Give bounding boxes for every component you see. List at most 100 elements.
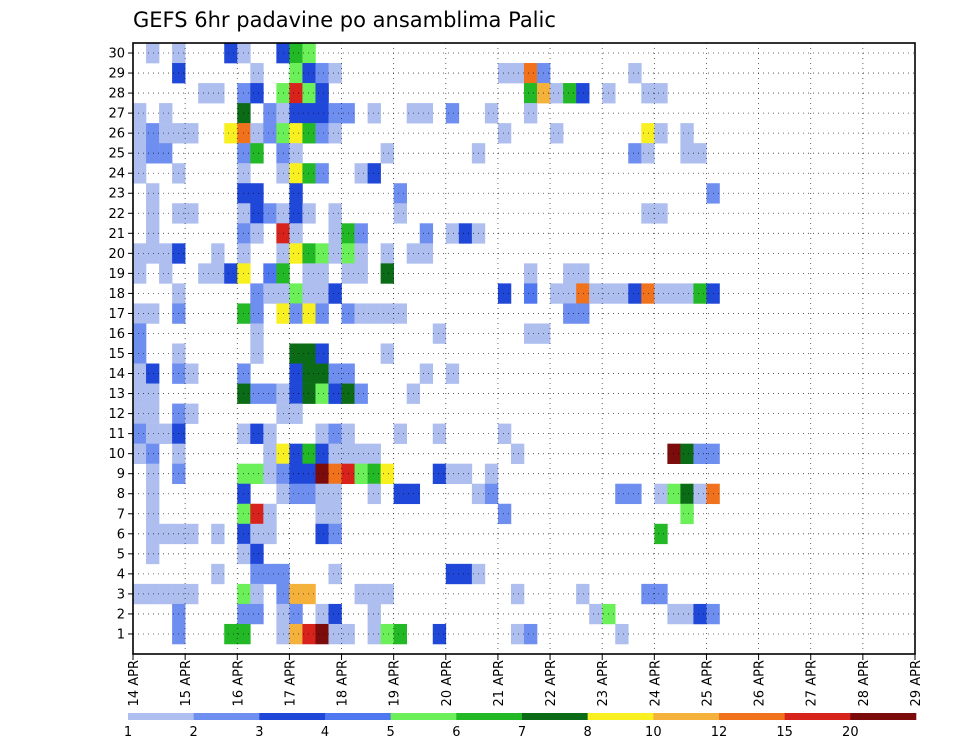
x-tick-label: 14 APR — [127, 660, 142, 706]
heatmap-cell — [250, 143, 264, 164]
heatmap-cell — [289, 103, 303, 124]
heatmap-cell — [159, 243, 173, 264]
heatmap-cell — [315, 163, 329, 184]
heatmap-cell — [354, 583, 368, 605]
heatmap-cell — [380, 143, 394, 164]
heatmap-cell — [367, 483, 381, 505]
heatmap-cell — [133, 383, 147, 404]
heatmap-cell — [250, 423, 264, 444]
y-tick-label: 2 — [117, 607, 125, 622]
heatmap-cell — [146, 543, 160, 565]
heatmap-cell — [146, 123, 160, 144]
heatmap-cell — [133, 323, 147, 344]
heatmap-cell — [289, 623, 303, 645]
heatmap-cell — [484, 103, 499, 124]
heatmap-cell — [250, 563, 264, 585]
heatmap-cell — [185, 123, 199, 144]
heatmap-cell — [159, 123, 173, 144]
heatmap-cell — [289, 203, 303, 224]
heatmap-cell — [628, 143, 642, 164]
heatmap-cell — [133, 103, 147, 124]
heatmap-cell — [693, 143, 707, 164]
heatmap-cell — [484, 463, 499, 485]
heatmap-cell — [497, 423, 512, 444]
heatmap-cell — [289, 243, 303, 264]
heatmap-cell — [367, 303, 381, 324]
heatmap-cell — [445, 563, 460, 585]
heatmap-cell — [146, 243, 160, 264]
heatmap-cell — [524, 283, 538, 304]
colorbar-label: 10 — [645, 725, 662, 740]
heatmap-cell — [419, 243, 434, 264]
heatmap-cell — [250, 323, 264, 344]
heatmap-cell — [315, 343, 329, 364]
y-tick-label: 3 — [117, 587, 125, 602]
heatmap-cell — [510, 583, 525, 605]
y-tick-label: 15 — [108, 347, 125, 362]
heatmap-cell — [328, 203, 342, 224]
heatmap-cell — [289, 183, 303, 204]
heatmap-cell — [250, 223, 264, 244]
y-tick-label: 1 — [117, 627, 125, 642]
heatmap-cell — [393, 623, 407, 645]
heatmap-cell — [315, 243, 329, 264]
colorbar-swatch — [653, 713, 720, 720]
heatmap-cells — [133, 43, 720, 645]
heatmap-cell — [289, 123, 303, 144]
colorbar-swatch — [259, 713, 326, 720]
heatmap-cell — [693, 443, 707, 464]
heatmap-cell — [380, 263, 394, 284]
heatmap-cell — [693, 603, 707, 625]
heatmap-cell — [380, 343, 394, 364]
heatmap-cell — [693, 283, 707, 304]
heatmap-cell — [354, 263, 368, 284]
heatmap-cell — [146, 383, 160, 404]
heatmap-cell — [133, 143, 147, 164]
heatmap-cell — [133, 163, 147, 184]
heatmap-cell — [615, 623, 629, 645]
heatmap-cell — [393, 303, 407, 324]
x-tick-label: 28 APR — [857, 660, 872, 706]
heatmap-cell — [315, 303, 329, 324]
heatmap-cell — [211, 243, 225, 264]
heatmap-cell — [589, 603, 603, 625]
heatmap-cell — [224, 43, 238, 64]
heatmap-cell — [250, 383, 264, 404]
heatmap-cell — [641, 143, 655, 164]
heatmap-cell — [615, 283, 629, 304]
heatmap-cell — [354, 463, 368, 485]
y-tick-label: 16 — [108, 327, 125, 342]
heatmap-cell — [250, 583, 264, 605]
heatmap-cell — [185, 363, 199, 384]
y-tick-label: 27 — [108, 107, 125, 122]
heatmap-cell — [185, 203, 199, 224]
x-tick-label: 15 APR — [179, 660, 194, 706]
y-tick-label: 10 — [108, 447, 125, 462]
colorbar-swatch — [456, 713, 523, 720]
colorbar-label: 2 — [190, 725, 198, 740]
heatmap-cell — [133, 363, 147, 384]
heatmap-cell — [380, 463, 394, 485]
dotted-grid — [133, 43, 915, 654]
heatmap-cell — [654, 483, 668, 505]
heatmap-cell — [641, 123, 655, 144]
heatmap-cell — [445, 463, 460, 485]
heatmap-cell — [146, 423, 160, 444]
x-tick-label: 23 APR — [596, 660, 611, 706]
heatmap-cell — [628, 483, 642, 505]
heatmap-cell — [250, 183, 264, 204]
heatmap-cell — [211, 563, 225, 585]
x-tick-label: 21 APR — [492, 660, 507, 706]
heatmap-cell — [354, 223, 368, 244]
heatmap-cell — [367, 463, 381, 485]
heatmap-cell — [250, 523, 264, 545]
heatmap-cell — [133, 443, 147, 464]
heatmap-cell — [159, 423, 173, 444]
colorbar-swatch — [522, 713, 588, 720]
heatmap-cell — [667, 483, 681, 505]
y-tick-label: 30 — [108, 47, 125, 62]
y-tick-label: 24 — [108, 167, 125, 182]
heatmap-cell — [393, 183, 407, 204]
heatmap-cell — [524, 83, 538, 104]
